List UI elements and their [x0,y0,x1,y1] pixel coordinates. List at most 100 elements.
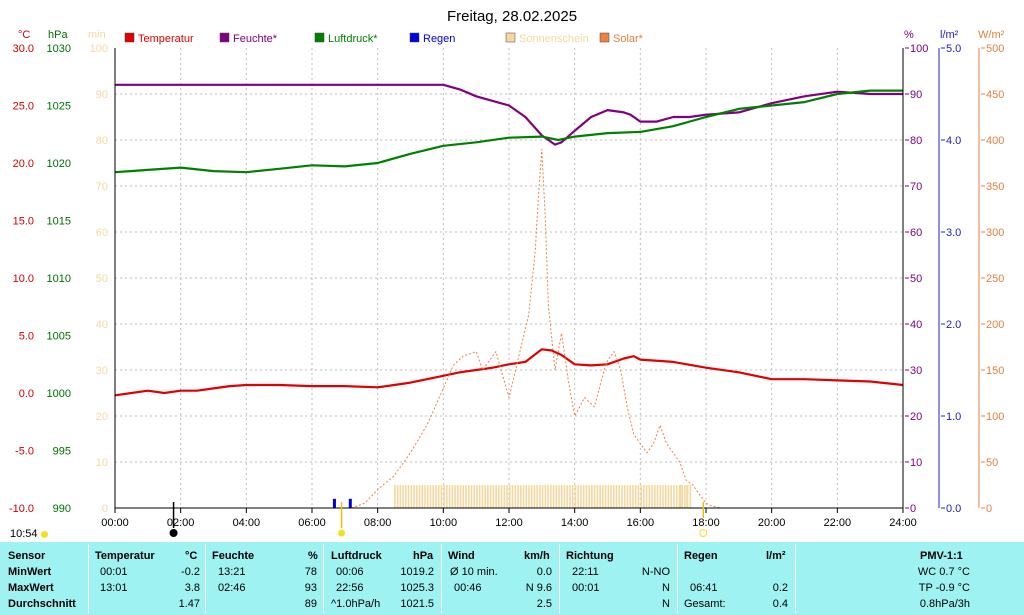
plot-frame [114,48,904,509]
sunrise-icon [338,529,346,537]
sunshine-bar [654,485,656,508]
sunshine-bar [495,485,497,508]
sunshine-bar [478,485,481,508]
row-min-label: MinWert [8,566,52,578]
legend-swatch [505,32,516,43]
weather-chart: Freitag, 28.02.2025 °C hPa min% l/m² W/m² Te… [9,8,1005,537]
rain-total-value: 0.4 [772,598,788,610]
hum-tick: 100 [910,43,928,55]
x-axis-ticks: 00:00 02:00 04:00 06:00 08:00 10:00 12:00 14:00… [101,508,917,529]
sunshine-bar [634,485,637,508]
sunshine-bar [528,485,530,508]
sun-tick: 90 [96,89,108,101]
temp-tick: 10.0 [13,273,34,285]
sunshine-bar [500,485,503,508]
legend-label: Temperatur [138,33,194,45]
solar-tick: 250 [986,273,1004,285]
sunshine-bar [632,485,634,508]
sunshine-bar [555,485,558,508]
x-tick-label: 16:00 [627,517,655,529]
pmv-pressure-trend: 0.8hPa/3h [919,598,970,610]
sunshine-bar [415,485,418,508]
legend-swatch [599,32,610,43]
sunshine-bar [462,485,465,508]
sunshine-bar [467,485,470,508]
sunshine-bar [571,485,574,508]
rain-bar [348,498,352,508]
sunshine-bar [602,485,604,508]
min-press-time: 00:06 [336,566,364,578]
avg-press-value: 1021.5 [400,598,434,610]
sunshine-bar [607,485,610,508]
sunshine-bar [489,485,492,508]
header-rain: Regen [684,550,718,562]
sunshine-bar [550,485,552,508]
sunshine-bar [643,485,645,508]
avg-temp-value: 1.47 [178,598,200,610]
sunshine-bar [651,485,653,508]
x-tick-label: 04:00 [233,517,261,529]
x-tick-label: 00:00 [101,517,129,529]
hum-tick: 60 [910,227,922,239]
x-tick-label: 22:00 [824,517,852,529]
avg-dir-value: N [662,598,670,610]
x-tick-label: 14:00 [561,517,589,529]
temp-tick: 20.0 [13,158,34,170]
sunshine-bar [533,485,536,508]
sunshine-bar [637,485,640,508]
sunshine-bar [451,485,454,508]
sunshine-bar [440,485,443,508]
sunshine-bar [580,485,582,508]
sunshine-bar [487,485,489,508]
hum-tick: 20 [910,411,922,423]
solar-tick: 100 [986,411,1004,423]
sunshine-bar [503,485,506,508]
sunshine-bar [662,485,664,508]
rain-tick: 2.0 [946,319,961,331]
min-temp-time: 00:01 [100,566,128,578]
sunshine-bar [454,485,456,508]
temp-tick: 15.0 [13,216,34,228]
sunshine-bar [604,485,607,508]
sunshine-bar [659,485,662,508]
hum-tick: 40 [910,319,922,331]
header-dir: Richtung [566,550,614,562]
max-rain-time: 06:41 [690,582,718,594]
temp-unit: °C [18,29,30,41]
legend-swatch [219,32,230,43]
header-temp: Temperatur [95,550,155,562]
solar-tick: 150 [986,365,1004,377]
rain-tick: 0.0 [946,503,961,515]
legend: Temperatur Feuchte* Luftdruck* Regen Sonnens… [124,32,644,45]
temp-tick: 0.0 [19,388,34,400]
header-hum: Feuchte [212,550,255,562]
temp-tick: -10.0 [9,503,34,515]
x-tick-label: 02:00 [167,517,195,529]
sunshine-bar [448,485,451,508]
sun-tick: 40 [96,319,108,331]
sun-tick: 0 [102,503,108,515]
sunset-icon [699,529,708,537]
min-hum-value: 78 [304,566,317,578]
sunshine-bar [645,485,648,508]
sunshine-bar [560,485,563,508]
sunshine-bar [522,485,525,508]
sunshine-bar [686,485,688,508]
legend-swatch [409,32,420,43]
hum-tick: 50 [910,273,922,285]
sunshine-bar [664,485,667,508]
min-dir-time: 22:11 [572,566,599,578]
header-wind: Wind [448,550,475,562]
sun-icon [40,530,48,538]
max-temp-time: 13:01 [100,582,128,594]
stats-table: Sensor Temperatur °C Feuchte % Luftdruck… [0,542,1024,615]
sunshine-bar [684,485,686,508]
sun-unit: min [88,29,106,41]
sunshine-bar [536,485,538,508]
series-temp [114,348,904,397]
solar-unit: W/m² [978,29,1005,41]
solar-tick: 300 [986,227,1004,239]
sunshine-bar [519,485,522,508]
sunshine-bar [435,485,437,508]
axis-units: °C hPa min% l/m² W/m² [18,29,1005,41]
